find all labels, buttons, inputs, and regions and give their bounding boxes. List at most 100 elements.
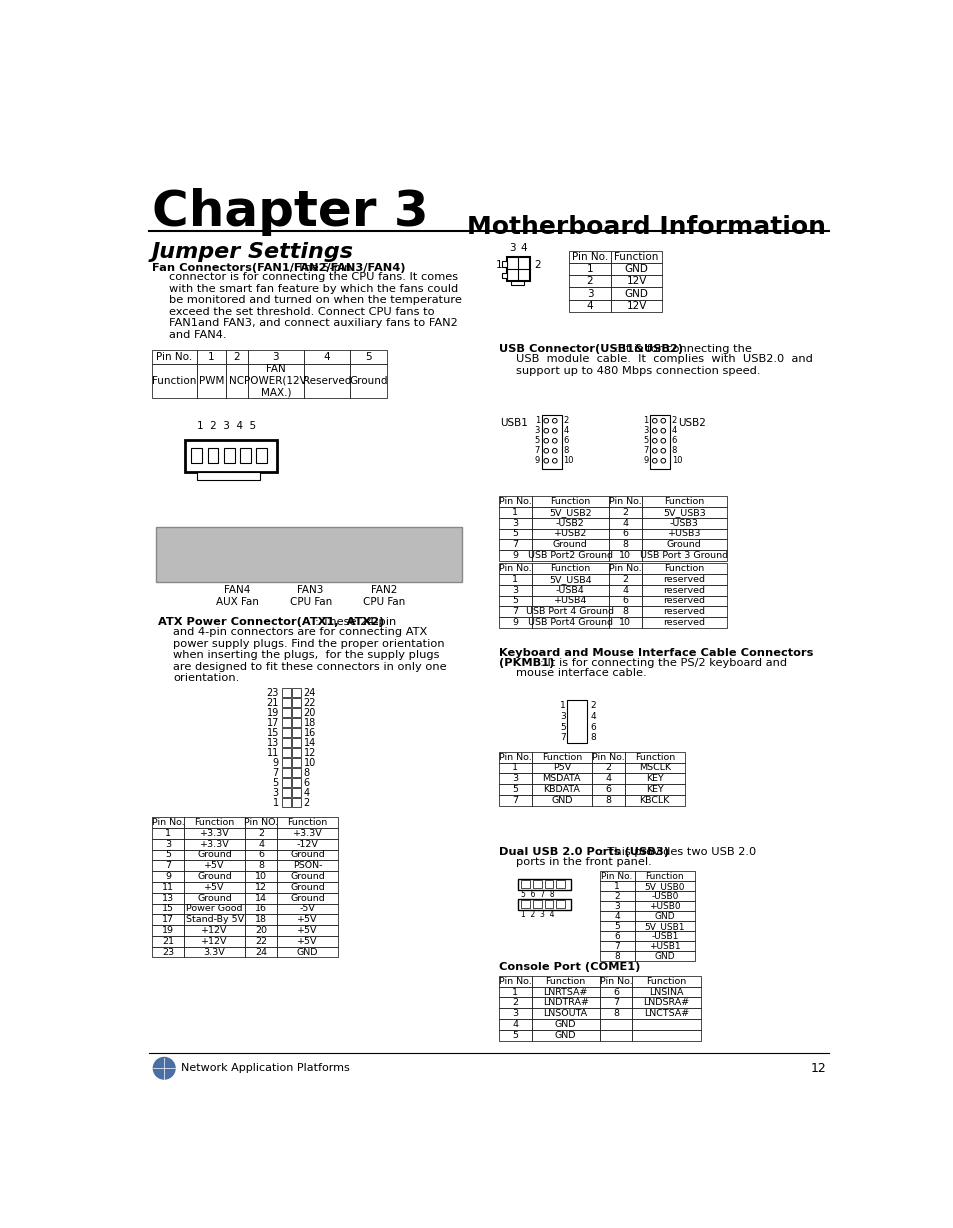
Text: Function: Function xyxy=(194,818,234,828)
Text: Function: Function xyxy=(614,252,659,262)
Text: 2: 2 xyxy=(621,508,628,517)
Text: LNRTSA#: LNRTSA# xyxy=(543,987,587,997)
Text: 2: 2 xyxy=(621,575,628,583)
Bar xyxy=(599,882,634,892)
Text: 3: 3 xyxy=(512,518,517,528)
Bar xyxy=(498,528,531,539)
Text: 14: 14 xyxy=(254,894,267,903)
Text: Ground: Ground xyxy=(290,872,325,880)
Bar xyxy=(292,788,300,797)
Text: 9: 9 xyxy=(512,551,517,560)
Bar xyxy=(556,900,564,909)
Text: 3: 3 xyxy=(273,351,279,362)
Text: 1: 1 xyxy=(559,701,565,710)
Bar xyxy=(245,861,277,871)
Text: 3: 3 xyxy=(165,840,171,849)
Bar xyxy=(226,350,248,363)
Bar xyxy=(531,507,608,518)
Bar xyxy=(624,795,684,806)
Bar xyxy=(641,585,726,596)
Bar xyxy=(568,287,611,300)
Bar xyxy=(498,763,531,774)
Text: Function: Function xyxy=(663,564,703,573)
Bar xyxy=(282,759,291,766)
Bar xyxy=(599,1030,632,1040)
Bar xyxy=(152,882,184,893)
Text: USB2: USB2 xyxy=(678,418,705,427)
Bar xyxy=(282,738,291,747)
Bar xyxy=(245,893,277,904)
Bar xyxy=(634,941,695,952)
Bar xyxy=(531,585,608,596)
Bar xyxy=(277,936,337,947)
Text: 4: 4 xyxy=(323,351,330,362)
Text: 9: 9 xyxy=(535,457,539,465)
Text: : The 5-pin: : The 5-pin xyxy=(290,263,351,273)
Text: 3: 3 xyxy=(559,712,565,721)
Bar xyxy=(649,415,670,469)
Bar xyxy=(498,507,531,518)
Bar xyxy=(184,936,245,947)
Text: NC: NC xyxy=(230,376,244,386)
Bar xyxy=(184,839,245,850)
Bar xyxy=(511,280,523,285)
Bar xyxy=(632,986,700,997)
Bar xyxy=(599,941,634,952)
Text: Pin No.: Pin No. xyxy=(498,497,531,506)
Bar xyxy=(184,947,245,958)
Text: Function: Function xyxy=(634,753,674,761)
Bar xyxy=(608,528,641,539)
Text: 4: 4 xyxy=(586,301,593,311)
Text: 12V: 12V xyxy=(626,276,646,286)
Bar xyxy=(152,925,184,936)
Text: Fan Connectors(FAN1/FAN2/FAN3/FAN4): Fan Connectors(FAN1/FAN2/FAN3/FAN4) xyxy=(152,263,405,273)
Text: 6: 6 xyxy=(614,932,619,941)
Text: FAN2
CPU Fan: FAN2 CPU Fan xyxy=(363,586,405,607)
Bar xyxy=(611,287,661,300)
Bar xyxy=(608,507,641,518)
Text: Power Good: Power Good xyxy=(186,904,243,914)
Text: +3.3V: +3.3V xyxy=(199,840,230,849)
Bar xyxy=(282,788,291,797)
Text: 13: 13 xyxy=(267,738,278,748)
Text: -12V: -12V xyxy=(296,840,318,849)
Text: 5: 5 xyxy=(614,922,619,931)
Bar xyxy=(599,901,634,911)
Bar xyxy=(184,904,245,915)
Bar xyxy=(624,774,684,785)
Bar xyxy=(608,539,641,550)
Text: +3.3V: +3.3V xyxy=(199,829,230,837)
Bar xyxy=(184,818,245,828)
Text: USB  module  cable.  It  complies  with  USB2.0  and
support up to 480 Mbps conn: USB module cable. It complies with USB2.… xyxy=(516,355,812,376)
Text: 5: 5 xyxy=(559,722,565,732)
Bar xyxy=(634,952,695,962)
Bar xyxy=(282,699,291,707)
Bar xyxy=(498,986,531,997)
Text: KEY: KEY xyxy=(645,785,663,795)
Text: Ground: Ground xyxy=(349,376,388,386)
Bar xyxy=(599,952,634,962)
Bar xyxy=(531,986,599,997)
Text: 9: 9 xyxy=(165,872,171,880)
Bar xyxy=(277,828,337,839)
Text: Function: Function xyxy=(550,497,590,506)
Text: +USB3: +USB3 xyxy=(667,529,700,538)
Text: KBCLK: KBCLK xyxy=(639,796,669,804)
Text: FAN4
AUX Fan: FAN4 AUX Fan xyxy=(215,586,258,607)
Bar xyxy=(641,518,726,528)
Text: 8: 8 xyxy=(604,796,611,804)
Text: 4: 4 xyxy=(512,1020,517,1029)
Text: 6: 6 xyxy=(621,529,628,538)
Text: 15: 15 xyxy=(266,727,278,738)
Bar xyxy=(641,616,726,628)
Bar xyxy=(599,931,634,941)
Bar xyxy=(498,573,531,585)
Text: Pin No.: Pin No. xyxy=(601,872,632,880)
Text: 7: 7 xyxy=(512,607,517,616)
Text: Pin No.: Pin No. xyxy=(498,753,531,761)
Bar xyxy=(152,893,184,904)
Bar xyxy=(152,363,196,398)
Text: -USB0: -USB0 xyxy=(651,892,678,900)
Bar xyxy=(184,882,245,893)
Bar xyxy=(531,564,608,573)
